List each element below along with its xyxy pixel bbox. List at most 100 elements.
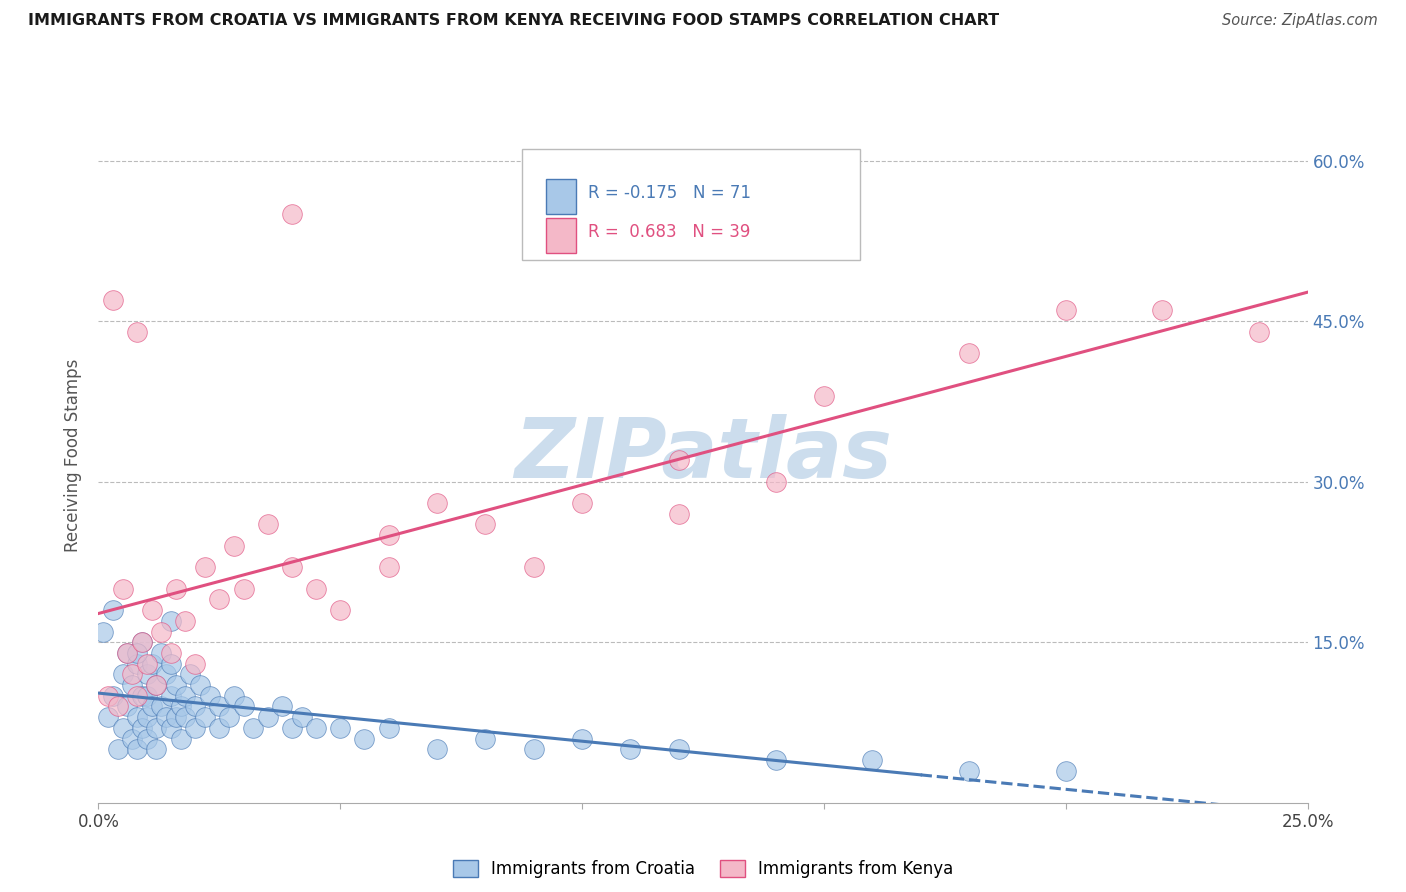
Point	[188, 678, 211, 692]
Point	[271, 699, 294, 714]
Point	[111, 721, 134, 735]
Text: R =  0.683   N = 39: R = 0.683 N = 39	[588, 223, 751, 241]
Point	[169, 699, 191, 714]
Point	[281, 207, 304, 221]
Point	[155, 667, 177, 681]
Point	[813, 389, 835, 403]
Point	[329, 603, 352, 617]
Point	[97, 710, 120, 724]
Point	[290, 710, 312, 724]
Point	[135, 710, 157, 724]
Point	[194, 560, 217, 574]
Point	[377, 721, 399, 735]
Point	[242, 721, 264, 735]
Point	[218, 710, 240, 724]
Bar	[546, 219, 576, 253]
Point	[131, 689, 153, 703]
Point	[121, 667, 143, 681]
Point	[619, 742, 641, 756]
Point	[150, 624, 173, 639]
Text: IMMIGRANTS FROM CROATIA VS IMMIGRANTS FROM KENYA RECEIVING FOOD STAMPS CORRELATI: IMMIGRANTS FROM CROATIA VS IMMIGRANTS FR…	[28, 13, 1000, 29]
Point	[121, 678, 143, 692]
Point	[1152, 303, 1174, 318]
Point	[165, 678, 187, 692]
Point	[198, 689, 221, 703]
Point	[127, 710, 149, 724]
FancyBboxPatch shape	[522, 149, 860, 260]
Point	[222, 539, 245, 553]
Point	[145, 678, 167, 692]
Point	[101, 293, 124, 307]
Point	[127, 325, 149, 339]
Point	[160, 721, 183, 735]
Point	[160, 646, 183, 660]
Point	[117, 699, 139, 714]
Point	[174, 689, 197, 703]
Point	[160, 657, 183, 671]
Point	[160, 689, 183, 703]
Point	[1054, 764, 1077, 778]
Point	[305, 721, 328, 735]
Point	[135, 657, 157, 671]
Point	[155, 710, 177, 724]
Point	[174, 710, 197, 724]
Point	[184, 721, 207, 735]
Point	[232, 582, 254, 596]
Point	[97, 689, 120, 703]
Point	[117, 646, 139, 660]
Point	[127, 742, 149, 756]
Point	[165, 710, 187, 724]
Point	[305, 582, 328, 596]
Point	[169, 731, 191, 746]
Point	[145, 678, 167, 692]
Point	[208, 592, 231, 607]
Point	[135, 731, 157, 746]
Point	[281, 560, 304, 574]
Point	[179, 667, 201, 681]
Point	[426, 742, 449, 756]
Point	[208, 721, 231, 735]
Point	[426, 496, 449, 510]
Point	[131, 721, 153, 735]
Point	[160, 614, 183, 628]
Point	[174, 614, 197, 628]
Point	[765, 753, 787, 767]
Point	[256, 517, 278, 532]
Point	[353, 731, 375, 746]
Point	[150, 646, 173, 660]
Point	[145, 721, 167, 735]
Point	[208, 699, 231, 714]
Point	[135, 689, 157, 703]
Legend: Immigrants from Croatia, Immigrants from Kenya: Immigrants from Croatia, Immigrants from…	[446, 854, 960, 885]
Point	[135, 667, 157, 681]
Point	[141, 657, 163, 671]
Text: Source: ZipAtlas.com: Source: ZipAtlas.com	[1222, 13, 1378, 29]
Point	[523, 742, 546, 756]
Point	[765, 475, 787, 489]
Point	[117, 646, 139, 660]
Point	[668, 453, 690, 467]
Point	[377, 560, 399, 574]
Point	[860, 753, 883, 767]
Point	[131, 635, 153, 649]
Point	[957, 346, 980, 360]
Point	[165, 582, 187, 596]
Point	[91, 624, 114, 639]
Point	[668, 742, 690, 756]
Text: R = -0.175   N = 71: R = -0.175 N = 71	[588, 184, 751, 202]
Point	[571, 496, 593, 510]
Point	[377, 528, 399, 542]
Point	[141, 603, 163, 617]
Point	[101, 603, 124, 617]
Point	[127, 689, 149, 703]
Point	[194, 710, 217, 724]
Point	[329, 721, 352, 735]
Y-axis label: Receiving Food Stamps: Receiving Food Stamps	[65, 359, 83, 551]
Point	[145, 742, 167, 756]
Point	[281, 721, 304, 735]
Point	[222, 689, 245, 703]
Point	[256, 710, 278, 724]
Point	[107, 699, 129, 714]
Point	[232, 699, 254, 714]
Point	[474, 517, 496, 532]
